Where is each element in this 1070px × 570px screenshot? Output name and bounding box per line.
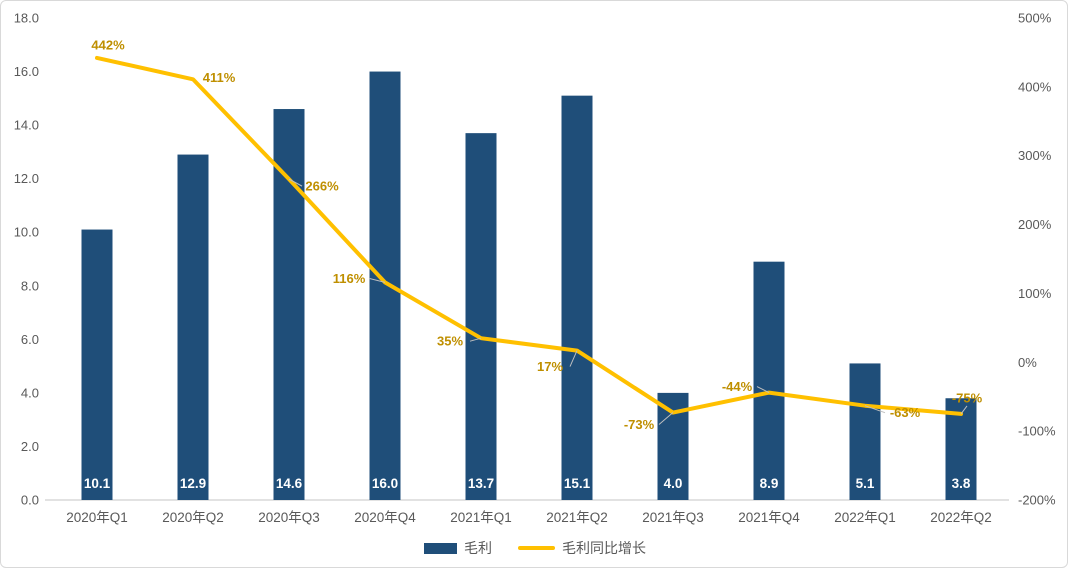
x-axis-label: 2022年Q1 xyxy=(834,510,896,525)
yoy-point-label: 266% xyxy=(305,179,339,194)
y-axis-left-tick-label: 16.0 xyxy=(14,64,39,79)
bar-value-label: 14.6 xyxy=(276,476,303,491)
y-axis-right-tick-label: -200% xyxy=(1018,493,1056,508)
bar-value-label: 10.1 xyxy=(84,476,111,491)
bar-value-label: 12.9 xyxy=(180,476,206,491)
bar xyxy=(177,154,209,501)
x-axis-label: 2020年Q3 xyxy=(258,510,320,525)
y-axis-left-tick-label: 10.0 xyxy=(14,225,39,240)
line-series-swatch xyxy=(518,546,555,550)
bar-value-label: 5.1 xyxy=(856,476,875,491)
x-axis-label: 2020年Q2 xyxy=(162,510,224,525)
y-axis-right-tick-label: 400% xyxy=(1018,79,1052,94)
bar xyxy=(369,71,401,501)
y-axis-right-tick-label: 0% xyxy=(1018,355,1037,370)
bar xyxy=(849,363,881,500)
x-axis-label: 2020年Q1 xyxy=(66,510,128,525)
x-axis-label: 2021年Q1 xyxy=(450,510,512,525)
y-axis-left-tick-label: 0.0 xyxy=(21,493,39,508)
bar xyxy=(753,261,785,500)
chart-legend: 毛利 毛利同比增长 xyxy=(1,538,1069,558)
label-leader-line xyxy=(658,412,674,425)
yoy-point-label: -63% xyxy=(890,405,921,420)
bar-value-label: 15.1 xyxy=(564,476,591,491)
bar-series-swatch xyxy=(424,542,457,554)
yoy-point-label: 116% xyxy=(333,271,366,286)
y-axis-left-tick-label: 4.0 xyxy=(21,385,39,400)
bar xyxy=(273,109,305,501)
legend-item-line: 毛利同比增长 xyxy=(518,538,646,558)
yoy-line xyxy=(95,55,963,416)
label-leader-line xyxy=(864,405,886,414)
label-leader-line xyxy=(288,178,303,187)
yoy-point-label: -73% xyxy=(624,417,655,432)
bar-value-label: 8.9 xyxy=(760,476,779,491)
yoy-point-label: 442% xyxy=(91,37,125,52)
bar-value-label: 3.8 xyxy=(952,476,971,491)
bar xyxy=(81,229,113,501)
y-axis-left-tick-label: 2.0 xyxy=(21,439,39,454)
label-leader-line xyxy=(960,405,968,415)
yoy-point-label: 411% xyxy=(203,70,236,85)
label-leader-line xyxy=(368,277,386,283)
legend-item-bar: 毛利 xyxy=(424,538,492,558)
yoy-point-label: 35% xyxy=(437,334,463,349)
x-axis-label: 2021年Q4 xyxy=(738,510,800,525)
yoy-point-label: -44% xyxy=(722,379,753,394)
legend-label-line: 毛利同比增长 xyxy=(562,540,646,556)
x-axis-label: 2020年Q4 xyxy=(354,510,416,525)
y-axis-right-tick-label: -100% xyxy=(1018,424,1056,439)
yoy-point-label: 17% xyxy=(537,359,563,374)
y-axis-right-tick-label: 200% xyxy=(1018,217,1052,232)
x-axis-label: 2022年Q2 xyxy=(930,510,992,525)
label-leader-line xyxy=(569,350,578,367)
y-axis-right-tick-label: 300% xyxy=(1018,148,1052,163)
yoy-point-label: -75% xyxy=(952,390,983,405)
y-axis-right-tick-label: 500% xyxy=(1018,11,1052,26)
bar xyxy=(465,133,497,500)
y-axis-left-tick-label: 18.0 xyxy=(14,11,39,26)
y-axis-right-tick-label: 100% xyxy=(1018,286,1052,301)
legend-label-bar: 毛利 xyxy=(464,540,492,556)
x-axis-label: 2021年Q3 xyxy=(642,510,704,525)
y-axis-left-tick-label: 12.0 xyxy=(14,171,39,186)
bar-value-label: 4.0 xyxy=(664,476,683,491)
label-leader-line xyxy=(469,337,482,342)
x-axis-label: 2021年Q2 xyxy=(546,510,608,525)
label-leader-line xyxy=(756,386,770,394)
y-axis-left-tick-label: 6.0 xyxy=(21,332,39,347)
bar-value-label: 13.7 xyxy=(468,476,494,491)
bar xyxy=(561,95,593,501)
bar-value-label: 16.0 xyxy=(372,476,398,491)
y-axis-left-tick-label: 14.0 xyxy=(14,118,39,133)
y-axis-left-tick-label: 8.0 xyxy=(21,278,39,293)
